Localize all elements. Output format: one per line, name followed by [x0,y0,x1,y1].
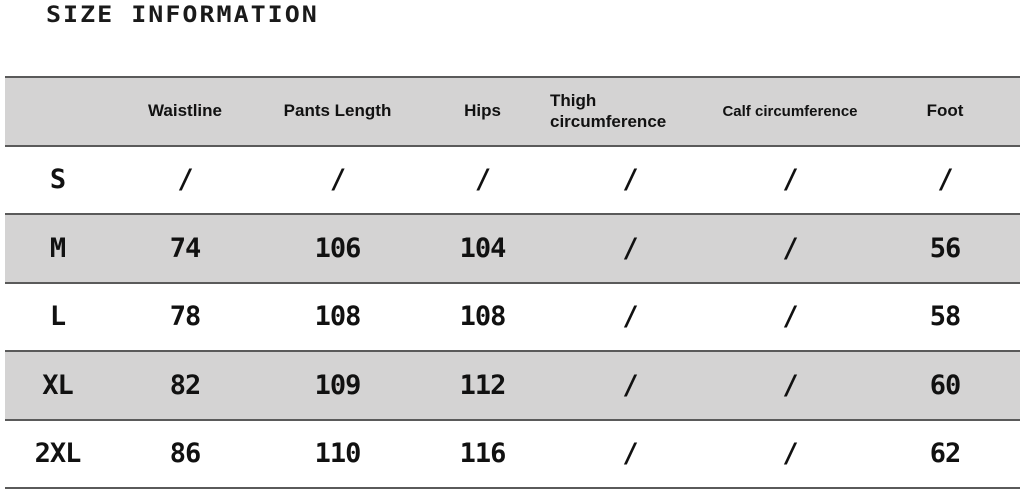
header-row: Waistline Pants Length Hips Thigh circumf… [5,76,1020,147]
table-cell: / [550,350,710,421]
table-cell: 86 [110,418,260,489]
table-cell: / [710,144,870,215]
header-size [5,76,110,147]
header-hips: Hips [415,76,550,147]
table-cell: / [710,350,870,421]
table-cell: 62 [870,418,1020,489]
size-label: S [5,144,110,215]
table-cell: 110 [260,418,415,489]
table-cell: 104 [415,213,550,284]
table-cell: 108 [260,281,415,352]
table-cell: 108 [415,281,550,352]
table-cell: 60 [870,350,1020,421]
table-cell: 78 [110,281,260,352]
table-cell: 112 [415,350,550,421]
table-row: 2XL 86 110 116//62 [5,418,1020,489]
table-cell: / [550,418,710,489]
size-label: M [5,213,110,284]
page-title: SIZE INFORMATION [46,1,319,28]
table-row: M 74 106 104//56 [5,213,1020,284]
table-cell: 56 [870,213,1020,284]
size-label: L [5,281,110,352]
thigh-line-2: circumference [550,112,667,132]
table-cell: / [110,144,260,215]
table-cell: / [870,144,1020,215]
table-cell: / [260,144,415,215]
table-cell: 74 [110,213,260,284]
header-waistline: Waistline [110,76,260,147]
table-cell: 58 [870,281,1020,352]
table-cell: / [550,213,710,284]
table-cell: / [550,281,710,352]
table-row: L 78 108 108//58 [5,281,1020,352]
table-cell: / [710,281,870,352]
size-label: 2XL [5,418,110,489]
table-row: XL 82 109 112//60 [5,350,1020,421]
size-label: XL [5,350,110,421]
table-cell: / [550,144,710,215]
table-cell: / [415,144,550,215]
table-cell: / [710,213,870,284]
table-cell: 109 [260,350,415,421]
thigh-line-1: Thigh [550,91,597,111]
table-cell: 106 [260,213,415,284]
table-row: S / / / / / / [5,144,1020,215]
table-cell: / [710,418,870,489]
header-thigh-circumference: Thigh circumference [550,76,710,147]
header-calf-circumference: Calf circumference [710,76,870,147]
header-foot: Foot [870,76,1020,147]
size-table: Waistline Pants Length Hips Thigh circumf… [5,76,1020,489]
table-cell: 116 [415,418,550,489]
table-cell: 82 [110,350,260,421]
header-pants-length: Pants Length [260,76,415,147]
